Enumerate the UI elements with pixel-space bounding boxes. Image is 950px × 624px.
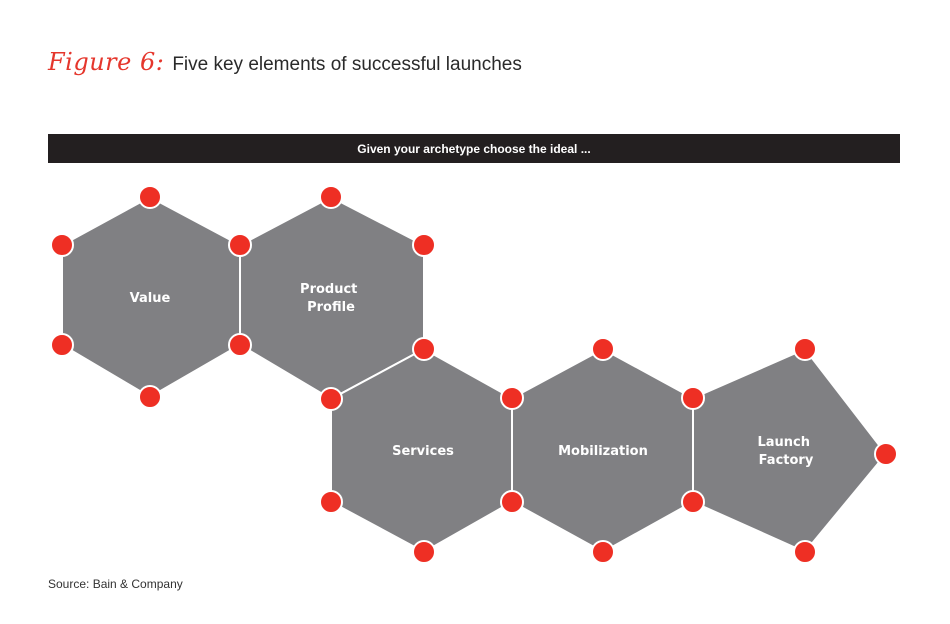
- node-dot: [50, 333, 74, 357]
- node-dot: [412, 233, 436, 257]
- node-dot: [591, 540, 615, 564]
- pentagon-launch-factory-label-line-2: Factory: [759, 453, 814, 468]
- node-dot: [138, 185, 162, 209]
- figure-title-text: Five key elements of successful launches: [172, 54, 522, 75]
- node-dot: [500, 386, 524, 410]
- hexagon-services-label-line-1: Services: [392, 444, 454, 459]
- figure-label: Figure 6:: [48, 48, 165, 76]
- hexagon-value: Value: [61, 195, 241, 399]
- hexagon-mobilization-label-line-1: Mobilization: [558, 444, 648, 459]
- hexagon-product-profile-label-line-1: Product: [300, 282, 357, 297]
- hexagon-product-profile-label-line-2: Profile: [307, 300, 355, 315]
- banner: Given your archetype choose the ideal ..…: [48, 134, 900, 163]
- hexagon-value-label-line-1: Value: [130, 291, 171, 306]
- pentagon-launch-factory: Launch Factory: [692, 347, 888, 554]
- hexagon-mobilization: Mobilization: [511, 347, 694, 554]
- pentagon-launch-factory-label: Launch Factory: [757, 435, 814, 468]
- node-dot: [319, 387, 343, 411]
- node-dot: [500, 490, 524, 514]
- hexagon-value-label: Value: [130, 291, 171, 306]
- node-dot: [412, 540, 436, 564]
- node-dot: [319, 490, 343, 514]
- node-dot: [228, 333, 252, 357]
- pentagon-launch-factory-shape: [692, 347, 888, 554]
- node-dot: [681, 386, 705, 410]
- node-dot: [228, 233, 252, 257]
- node-dot: [138, 385, 162, 409]
- figure-title: Figure 6: Five key elements of successfu…: [48, 48, 522, 76]
- node-dot: [319, 185, 343, 209]
- pentagon-launch-factory-label-line-1: Launch: [757, 435, 810, 450]
- node-dot: [681, 490, 705, 514]
- node-dot: [793, 337, 817, 361]
- node-dot: [591, 337, 615, 361]
- hexagon-services-label: Services: [392, 444, 454, 459]
- hexagon-product-profile-label: Product Profile: [300, 282, 362, 315]
- node-dot: [50, 233, 74, 257]
- source-note: Source: Bain & Company: [48, 577, 183, 591]
- banner-text: Given your archetype choose the ideal ..…: [357, 141, 591, 156]
- node-dot: [412, 337, 436, 361]
- hexagon-mobilization-label: Mobilization: [558, 444, 648, 459]
- node-dot: [793, 540, 817, 564]
- node-dot: [874, 442, 898, 466]
